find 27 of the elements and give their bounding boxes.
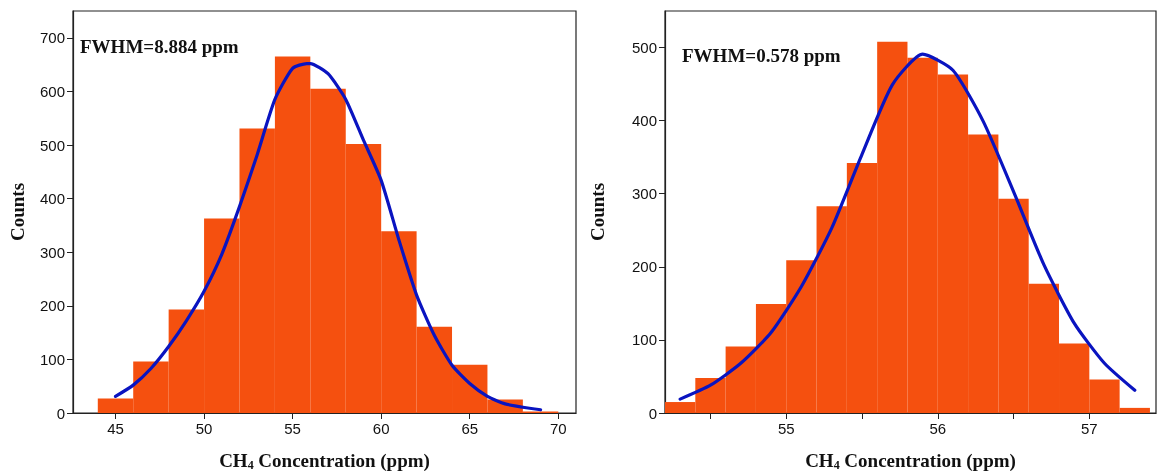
y-tick-label: 500 xyxy=(39,136,65,154)
x-tick-label: 50 xyxy=(195,420,213,437)
y-tick-label: 200 xyxy=(631,258,657,276)
y-tick-label: 600 xyxy=(39,82,65,100)
x-tick-label: 70 xyxy=(549,420,567,437)
y-tick-label: 300 xyxy=(631,185,657,203)
y-tick-label: 500 xyxy=(631,39,657,57)
y-tick-label: 200 xyxy=(39,297,65,315)
y-tick-label: 300 xyxy=(39,243,65,261)
y-tick-label: 100 xyxy=(39,350,65,368)
y-tick-label: 700 xyxy=(39,29,65,47)
x-tick-label: 60 xyxy=(372,420,390,437)
x-tick-label: 56 xyxy=(929,420,947,437)
y-axis-title: Counts xyxy=(7,182,28,242)
y-axis-title: Counts xyxy=(587,182,608,242)
x-tick-label: 65 xyxy=(461,420,479,437)
y-tick-label: 400 xyxy=(39,190,65,208)
y-tick-label: 400 xyxy=(631,112,657,130)
y-tick-label: 100 xyxy=(631,331,657,349)
annotation: FWHM=8.884 ppm xyxy=(80,36,239,57)
x-tick-label: 57 xyxy=(1080,420,1098,437)
y-tick-label: 0 xyxy=(648,404,657,422)
x-tick-label: 45 xyxy=(107,420,124,437)
annotation: FWHM=0.578 ppm xyxy=(682,45,841,66)
x-tick-label: 55 xyxy=(777,420,795,437)
x-tick-label: 55 xyxy=(284,420,301,437)
y-tick-label: 0 xyxy=(56,404,65,422)
